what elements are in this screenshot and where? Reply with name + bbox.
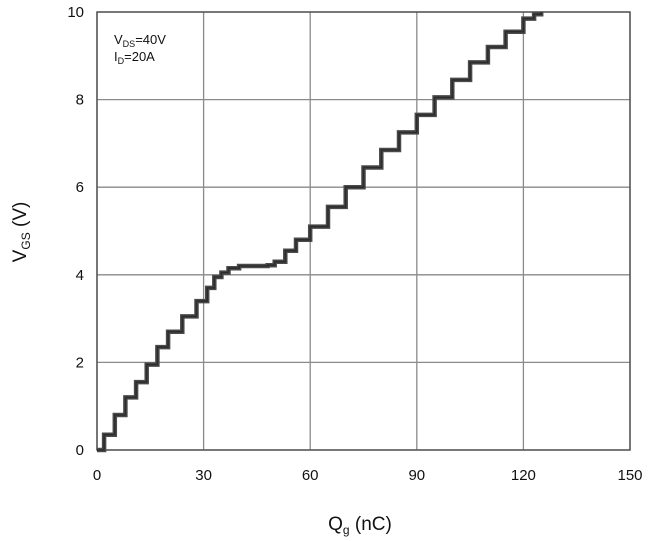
y-tick-label: 6: [76, 179, 84, 196]
x-axis-title: Qg (nC): [328, 514, 392, 537]
x-tick-label: 90: [408, 467, 425, 484]
test-conditions-annotation: VDS=40V ID=20A: [114, 32, 166, 66]
grid-lines: [96, 11, 631, 451]
x-tick-label: 60: [302, 467, 319, 484]
x-tick-label: 150: [617, 467, 642, 484]
id-condition: ID=20A: [114, 49, 155, 66]
y-tick-label: 4: [76, 267, 84, 284]
y-tick-labels: 0 2 4 6 8 10: [67, 4, 84, 459]
plot-frame: [96, 11, 631, 451]
y-tick-label: 8: [76, 92, 84, 109]
y-tick-label: 0: [76, 442, 84, 459]
series-line: [97, 11, 544, 453]
x-tick-labels: 0 30 60 90 120 150: [93, 467, 643, 484]
series-layer: [97, 11, 544, 453]
series-line-core: [97, 12, 542, 451]
x-tick-label: 120: [511, 467, 536, 484]
x-tick-label: 0: [93, 467, 101, 484]
vds-condition: VDS=40V: [114, 32, 166, 49]
x-tick-label: 30: [195, 467, 212, 484]
plot-area: [96, 11, 631, 451]
y-tick-label: 10: [67, 4, 84, 21]
y-axis-title: VGS (V): [10, 202, 33, 263]
y-tick-label: 2: [76, 354, 84, 371]
